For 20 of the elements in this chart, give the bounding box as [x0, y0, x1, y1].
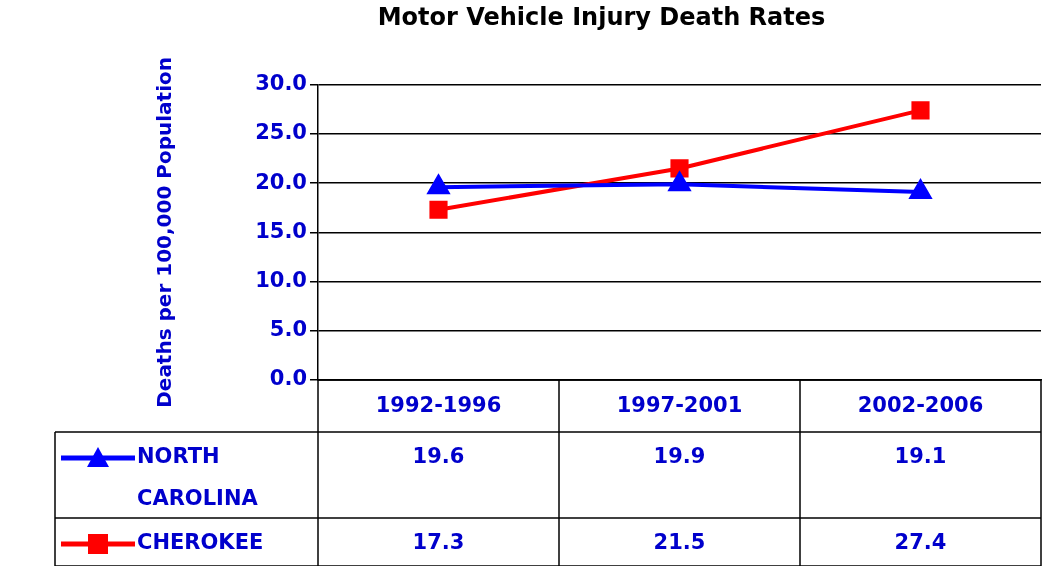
data-label: 17.3 — [412, 530, 465, 555]
legend-label: CHEROKEE — [137, 530, 264, 555]
legend-label: NORTH CAROLINA — [137, 444, 259, 511]
y-tick-label: 10.0 — [255, 268, 307, 293]
data-label: 21.5 — [653, 530, 706, 555]
x-tick-label: 1992-1996 — [375, 393, 502, 418]
y-tick-label: 30.0 — [255, 71, 307, 96]
y-tick-label: 5.0 — [269, 317, 307, 342]
data-label: 19.9 — [653, 444, 706, 469]
x-tick-label: 2002-2006 — [857, 393, 984, 418]
y-tick-label: 0.0 — [269, 366, 307, 391]
data-label: 19.6 — [412, 444, 465, 469]
data-label: 19.1 — [894, 444, 947, 469]
y-axis-title: Deaths per 100,000 Population — [152, 57, 177, 408]
x-tick-label: 1997-2001 — [616, 393, 743, 418]
y-tick-label: 20.0 — [255, 169, 307, 194]
data-label: 27.4 — [894, 530, 947, 555]
chart-title: Motor Vehicle Injury Death Rates — [377, 2, 826, 31]
y-tick-label: 25.0 — [255, 120, 307, 145]
y-tick-label: 15.0 — [255, 218, 307, 243]
